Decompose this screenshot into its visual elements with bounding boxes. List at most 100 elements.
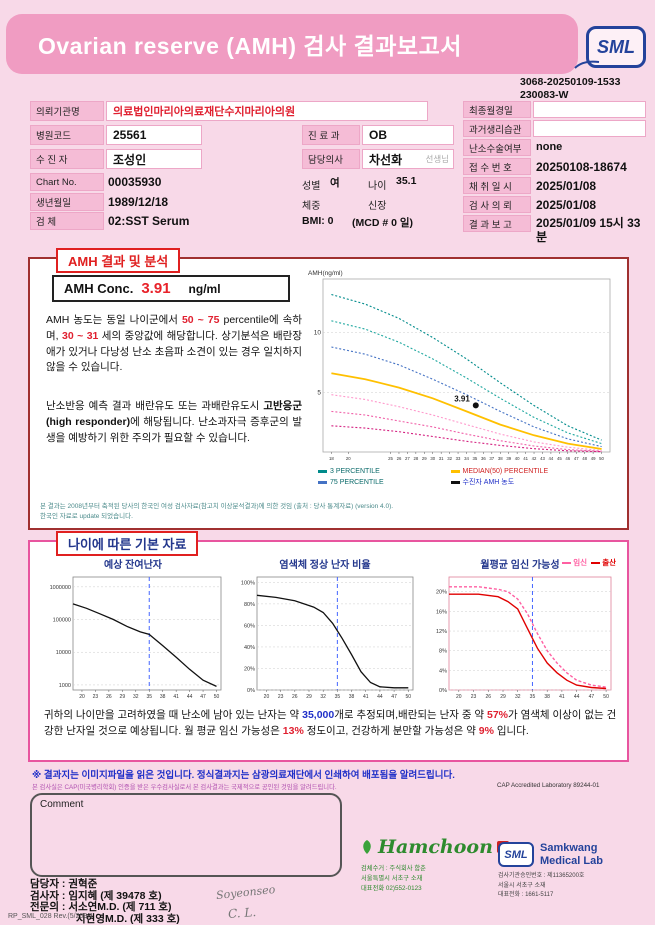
report-title: Ovarian reserve (AMH) 검사 결과보고서 xyxy=(38,33,462,59)
svg-text:50: 50 xyxy=(405,694,411,700)
svg-text:26: 26 xyxy=(397,456,402,461)
svg-text:30: 30 xyxy=(430,456,435,461)
summary-text: 개로 추정되며,배란되는 난자 중 약 xyxy=(334,709,487,721)
svg-text:41: 41 xyxy=(363,694,369,700)
sml-footer-name: Samkwang Medical Lab xyxy=(540,842,603,866)
label-specimen: 검 체 xyxy=(30,212,104,230)
svg-text:28: 28 xyxy=(413,456,418,461)
value-period-history xyxy=(533,120,646,137)
svg-text:20%: 20% xyxy=(244,666,255,672)
label-department: 진 료 과 xyxy=(302,125,360,145)
svg-text:20: 20 xyxy=(79,694,85,700)
pregnancy-chance-panel: 월평균 임신 가능성 임신 출산 0% 4% 8% 12% 16% 20% 20 23 26 29… xyxy=(424,556,616,703)
value-department: OB xyxy=(362,125,454,145)
svg-text:20: 20 xyxy=(264,694,270,700)
specialist-row-1: 전문의 : 서소연M.D. (제 711 호) xyxy=(30,901,180,914)
amh-conc-value: 3.91 xyxy=(141,280,171,297)
specialist-row-2: 지현영M.D. (제 333 호) xyxy=(30,912,180,925)
basic-section-title: 나이에 따른 기본 자료 xyxy=(56,531,199,556)
amh-section-title: AMH 결과 및 분석 xyxy=(56,248,181,273)
svg-text:35: 35 xyxy=(146,694,152,700)
svg-text:32: 32 xyxy=(320,694,326,700)
svg-text:29: 29 xyxy=(500,694,506,700)
pregnancy-chart-legend: 임신 출산 xyxy=(560,557,616,568)
svg-text:38: 38 xyxy=(498,456,503,461)
value-sex: 여 xyxy=(330,177,340,189)
svg-text:49: 49 xyxy=(591,456,596,461)
value-patient-name: 조성인 xyxy=(106,149,202,169)
summary-text: 입니다. xyxy=(493,724,529,737)
hamchoon-line1: 검체수거 : 주식회사 함춘 xyxy=(361,865,426,872)
value-hospital-code: 25561 xyxy=(106,125,202,145)
hamchoon-logo-text: Hamchoon xyxy=(378,836,493,858)
sml-line3: 대표전화 : 1661-5117 xyxy=(498,892,554,899)
value-last-period xyxy=(533,101,646,118)
hamchoon-leaf-icon xyxy=(363,840,371,854)
svg-text:26: 26 xyxy=(106,694,112,700)
value-receipt-no: 20250108-18674 xyxy=(536,160,627,174)
amh-conc-label: AMH Conc. xyxy=(64,281,134,296)
label-receipt-no: 접 수 번 호 xyxy=(463,158,531,175)
value-mcd: (MCD # 0 일) xyxy=(352,217,413,229)
svg-text:10: 10 xyxy=(314,330,322,337)
summary-text: 귀하의 나이만을 고려하였을 때 난소에 남아 있는 난자는 약 xyxy=(44,709,303,721)
birth-legend-label: 출산 xyxy=(602,558,616,567)
label-patient: 수 진 자 xyxy=(30,149,104,169)
specialist-label: 전문의 : xyxy=(30,901,66,913)
svg-text:12%: 12% xyxy=(436,629,447,635)
svg-text:50: 50 xyxy=(603,694,609,700)
normal-egg-pct-value: 57% xyxy=(486,709,508,721)
label-period-history: 과거생리습관 xyxy=(463,120,531,137)
value-bmi: BMI: 0 xyxy=(302,215,334,227)
value-requesting-org: 의료법인마리아의료재단수지마리아의원 xyxy=(106,101,428,121)
legend-label: 3 PERCENTILE xyxy=(330,468,380,475)
svg-text:29: 29 xyxy=(422,456,427,461)
tester-name: 임지혜 (제 39478 호) xyxy=(68,889,162,902)
svg-text:43: 43 xyxy=(540,456,545,461)
amh-conc-box: AMH Conc. 3.91 ng/ml xyxy=(52,275,290,302)
comment-box: Comment xyxy=(30,793,342,877)
svg-text:38: 38 xyxy=(544,694,550,700)
normal-egg-ratio-title: 염색체 정상 난자 비율 xyxy=(279,560,371,571)
sml-swoosh-icon xyxy=(574,60,600,69)
svg-text:29: 29 xyxy=(120,694,126,700)
value-doctor: 차선화 선생님 xyxy=(362,149,454,169)
legend-item: 3 PERCENTILE xyxy=(318,468,441,475)
legend-label: 수진자 AMH 농도 xyxy=(462,479,515,486)
sml-footer-mark: SML xyxy=(498,842,534,867)
amh-footnote: 본 결과는 2008년부터 축적된 당사의 한국인 여성 검사자료(참고치 이상… xyxy=(40,502,622,522)
svg-text:25: 25 xyxy=(388,456,393,461)
responder-type: 고반응군 (high responder) xyxy=(46,400,302,428)
analysis-text: 에 해당됩니다. 난소과자극 증후군의 발생을 예방하기 위한 주의가 필요할 … xyxy=(46,415,302,444)
staff-name: 권혁준 xyxy=(68,878,98,890)
svg-text:16%: 16% xyxy=(436,609,447,615)
svg-text:35: 35 xyxy=(335,694,341,700)
svg-text:38: 38 xyxy=(349,694,355,700)
svg-text:47: 47 xyxy=(200,694,206,700)
label-age: 나이 xyxy=(368,181,387,192)
pregnancy-line-swatch xyxy=(562,562,572,565)
svg-text:80%: 80% xyxy=(244,602,255,608)
svg-text:34: 34 xyxy=(464,456,469,461)
specialist-name-2: 지현영M.D. (제 333 호) xyxy=(76,912,180,925)
birth-line-swatch xyxy=(591,562,601,565)
tester-label: 검사자 : xyxy=(30,889,66,902)
svg-text:23: 23 xyxy=(471,694,477,700)
amh-section: AMH Conc. 3.91 ng/ml AMH 농도는 동일 나이군에서 50… xyxy=(28,257,629,530)
svg-text:50: 50 xyxy=(214,694,220,700)
comment-label: Comment xyxy=(40,799,84,810)
svg-text:36: 36 xyxy=(481,456,486,461)
tester-row: 검사자 : 임지혜 (제 39478 호) xyxy=(30,889,180,903)
analysis-text: AMH 농도는 동일 나이군에서 xyxy=(46,314,182,326)
median-age-range: 30 ~ 31 xyxy=(62,329,99,342)
sml-line2: 서울시 서초구 소재 xyxy=(498,882,546,889)
svg-text:48: 48 xyxy=(582,456,587,461)
handwritten-signature-1: Soyeonseo xyxy=(215,882,276,903)
svg-text:40%: 40% xyxy=(244,645,255,651)
svg-text:AMH(ng/ml): AMH(ng/ml) xyxy=(308,270,343,277)
hamchoon-line2: 서울특별시 서초구 소재 xyxy=(361,874,423,882)
value-ovary-surgery: none xyxy=(536,141,563,153)
legend-item: 수진자 AMH 농도 xyxy=(450,477,616,487)
svg-text:5: 5 xyxy=(317,389,321,396)
svg-text:41: 41 xyxy=(559,694,565,700)
